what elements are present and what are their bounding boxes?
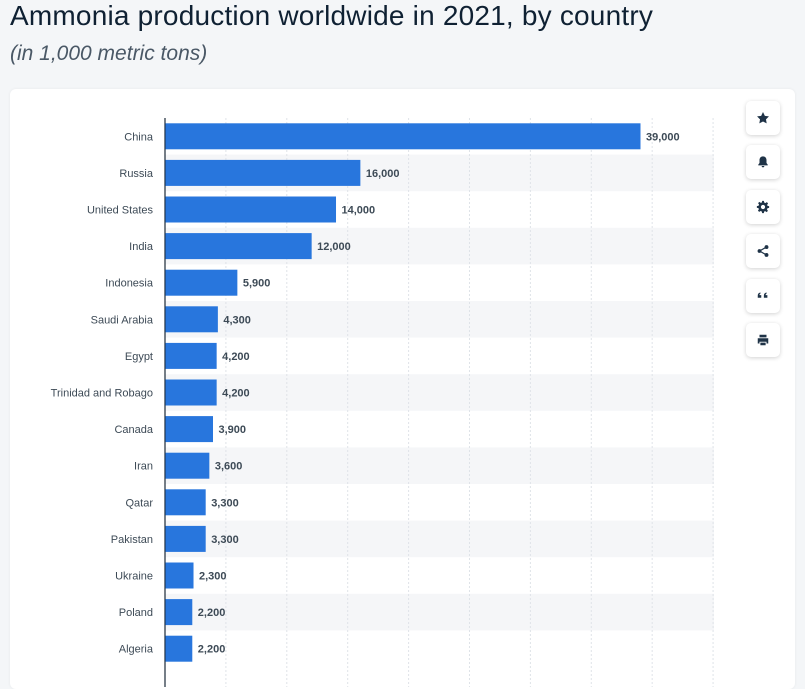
value-label: 4,200: [222, 351, 250, 363]
category-label: China: [124, 131, 154, 143]
value-label: 39,000: [646, 131, 680, 143]
bar[interactable]: [165, 489, 206, 516]
value-label: 3,300: [211, 497, 239, 509]
category-label: Poland: [119, 607, 153, 619]
category-label: Canada: [114, 424, 153, 436]
row-stripe: [165, 593, 714, 631]
bar[interactable]: [165, 635, 193, 662]
category-label: Qatar: [125, 497, 153, 509]
row-stripe: [165, 374, 714, 411]
category-label: United States: [87, 205, 154, 217]
share-button[interactable]: [746, 234, 780, 268]
bar[interactable]: [165, 123, 641, 150]
value-label: 2,200: [198, 607, 226, 619]
notification-button[interactable]: [746, 145, 780, 179]
value-label: 4,300: [223, 314, 251, 326]
category-label: Egypt: [125, 351, 153, 363]
row-stripe: [165, 520, 714, 558]
row-stripe: [165, 447, 714, 484]
bar[interactable]: [165, 233, 312, 260]
star-icon: [757, 112, 769, 124]
category-label: Ukraine: [115, 571, 153, 583]
favorite-button[interactable]: [746, 101, 780, 135]
gear-icon: [756, 200, 770, 214]
value-label: 2,300: [199, 571, 227, 583]
chart-subtitle: (in 1,000 metric tons): [10, 42, 208, 65]
bar[interactable]: [165, 452, 210, 479]
bar[interactable]: [165, 599, 193, 626]
bar-chart: China 39,000 Russia 16,000 United States 14,0…: [51, 118, 714, 687]
category-label: Russia: [119, 168, 154, 180]
category-label: Indonesia: [105, 278, 154, 290]
bar[interactable]: [165, 196, 337, 223]
row-stripe: [165, 301, 714, 338]
bar[interactable]: [165, 379, 217, 406]
bar[interactable]: [165, 525, 206, 552]
print-button[interactable]: [746, 323, 780, 357]
category-label: Saudi Arabia: [91, 314, 154, 326]
bar[interactable]: [165, 159, 361, 186]
share-icon: [757, 245, 769, 257]
value-label: 14,000: [342, 205, 376, 217]
category-label: Iran: [134, 461, 153, 473]
chart-title: Ammonia production worldwide in 2021, by…: [10, 0, 654, 31]
bar[interactable]: [165, 562, 194, 589]
value-label: 2,200: [198, 644, 226, 656]
settings-button[interactable]: [746, 190, 780, 224]
value-label: 3,600: [215, 461, 243, 473]
value-label: 12,000: [317, 241, 351, 253]
category-label: India: [129, 241, 154, 253]
bar[interactable]: [165, 342, 217, 369]
print-icon: [757, 334, 769, 346]
value-label: 3,300: [211, 534, 239, 546]
value-label: 3,900: [219, 424, 247, 436]
category-label: Algeria: [119, 644, 154, 656]
value-label: 16,000: [366, 168, 400, 180]
category-label: Pakistan: [111, 534, 153, 546]
quote-icon: [757, 292, 768, 298]
value-label: 4,200: [222, 388, 250, 400]
bar[interactable]: [165, 416, 214, 443]
bar[interactable]: [165, 269, 238, 296]
value-label: 5,900: [243, 278, 271, 290]
bar[interactable]: [165, 306, 218, 333]
category-label: Trinidad and Robago: [51, 388, 153, 400]
bell-icon: [758, 156, 768, 168]
chart-card: China 39,000 Russia 16,000 United States 14,0…: [10, 89, 795, 689]
cite-button[interactable]: [746, 279, 780, 313]
